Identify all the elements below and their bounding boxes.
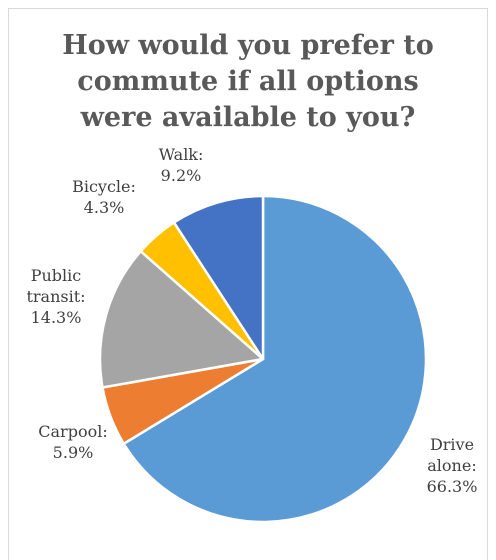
chart-title-line-1: How would you prefer to (62, 30, 434, 61)
pie-slice-walk (172, 194, 265, 361)
chart-title-line-2: commute if all options (77, 66, 419, 97)
data-label-line: Walk: (159, 145, 204, 164)
data-label-walk: Walk: 9.2% (159, 145, 204, 185)
data-label-line: Carpool: (38, 422, 107, 441)
data-label-bicycle: Bicycle: 4.3% (72, 177, 136, 217)
data-label-public-transit: Public transit: 14.3% (26, 266, 85, 327)
data-label-line: 4.3% (84, 198, 125, 217)
data-label-line: Public (31, 266, 82, 285)
data-label-line: alone: (427, 456, 476, 475)
data-label-carpool: Carpool: 5.9% (38, 422, 107, 462)
chart-title-line-3: were available to you? (80, 102, 416, 133)
data-label-line: Bicycle: (72, 177, 136, 196)
pie-slice-public-transit (98, 249, 265, 389)
data-label-line: 5.9% (53, 443, 94, 462)
pie-slice-drive-alone (122, 194, 428, 524)
data-label-line: 14.3% (31, 308, 82, 327)
data-label-line: Drive (430, 435, 474, 454)
data-label-line: 66.3% (427, 477, 478, 496)
data-label-drive-alone: Drive alone: 66.3% (427, 435, 478, 496)
data-label-line: transit: (26, 287, 85, 306)
chart-title: How would you prefer to commute if all o… (8, 28, 488, 136)
data-label-line: 9.2% (161, 166, 202, 185)
